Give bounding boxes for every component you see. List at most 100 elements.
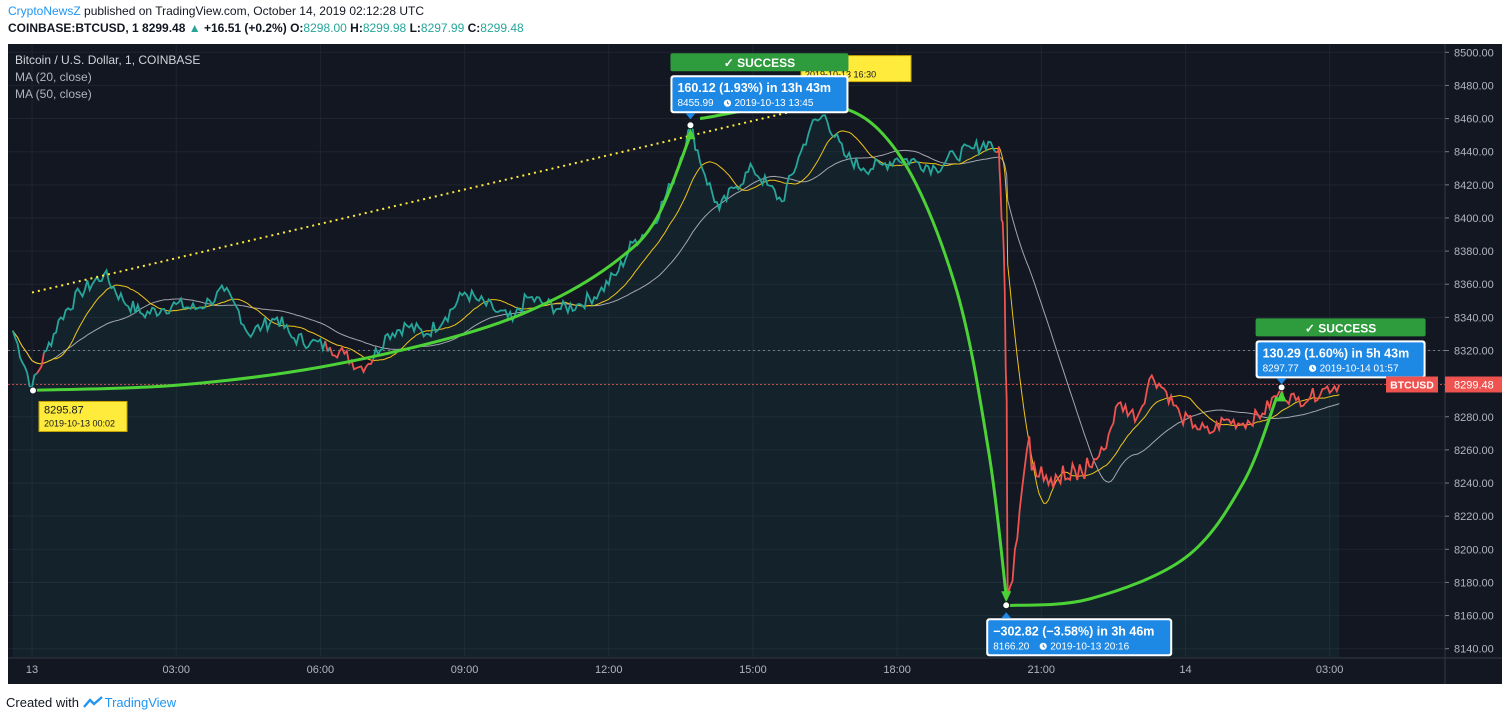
- measure-price: 8455.99: [677, 98, 714, 109]
- high-label: H:: [350, 21, 363, 35]
- y-tick-label: 8480.00: [1454, 80, 1494, 92]
- legend-title: Bitcoin / U.S. Dollar, 1, COINBASE: [15, 53, 200, 67]
- y-tick-label: 8420.00: [1454, 180, 1494, 192]
- y-tick-label: 8500.00: [1454, 47, 1494, 59]
- symbol-tag-label: BTCUSD: [1390, 379, 1434, 391]
- price-change: +16.51 (+0.2%): [204, 21, 287, 35]
- y-tick-label: 8400.00: [1454, 213, 1494, 225]
- measure-box: [672, 77, 847, 112]
- y-tick-label: 8360.00: [1454, 279, 1494, 291]
- projection-curve: [1006, 396, 1279, 608]
- measure-change: 160.12 (1.93%) in 13h 43m: [677, 81, 831, 95]
- measure-price: 8297.77: [1263, 363, 1300, 374]
- low-value: 8297.99: [420, 21, 465, 35]
- x-tick-label: 15:00: [739, 664, 767, 676]
- peak-marker-time: 2019-10-13 16:30: [805, 70, 876, 80]
- x-tick-label: 18:00: [883, 664, 911, 676]
- projection-curve: [31, 134, 692, 392]
- last-price: 8299.48: [142, 21, 186, 35]
- y-tick-label: 8440.00: [1454, 147, 1494, 159]
- close-value: 8299.48: [480, 21, 524, 35]
- price-axis-tag: [1445, 376, 1502, 393]
- success-badge: [670, 53, 849, 72]
- y-tick-label: 8320.00: [1454, 346, 1494, 358]
- price-chart[interactable]: 8140.00 8160.00 8180.00 8200.00 8220.00 8240.…: [0, 0, 1508, 690]
- arrowhead-up: [1276, 390, 1287, 402]
- tradingview-brand[interactable]: TradingView: [104, 695, 177, 710]
- symbol-label: COINBASE:BTCUSD, 1: [8, 21, 139, 35]
- high-value: 8299.98: [362, 21, 407, 35]
- y-tick-label: 8460.00: [1454, 114, 1494, 126]
- success-badge-label: ✓ SUCCESS: [1305, 321, 1376, 335]
- x-tick-label: 12:00: [595, 664, 623, 676]
- success-badge-label: ✓ SUCCESS: [724, 56, 795, 70]
- ma50-line: [12, 149, 1340, 483]
- clock-hands: [1312, 366, 1315, 370]
- price-line-segment: [11, 330, 38, 389]
- created-with-text: Created with: [6, 695, 79, 710]
- y-tick-label: 8160.00: [1454, 611, 1494, 623]
- measure-box: [988, 620, 1171, 655]
- arrowhead-down: [1001, 591, 1012, 603]
- x-tick-label: 14: [1179, 664, 1191, 676]
- x-tick-label: 21:00: [1028, 664, 1056, 676]
- measure-change: −302.82 (−3.58%) in 3h 46m: [993, 624, 1154, 638]
- arrowhead-up: [685, 128, 696, 140]
- open-value: 8298.00: [303, 21, 347, 35]
- y-tick-label: 8280.00: [1454, 412, 1494, 424]
- legend-ma50: MA (50, close): [15, 87, 92, 101]
- measure-price: 8166.20: [993, 641, 1030, 652]
- x-tick-label: 13: [26, 664, 38, 676]
- x-tick-label: 09:00: [451, 664, 479, 676]
- y-tick-label: 8140.00: [1454, 644, 1494, 656]
- measure-time: 2019-10-14 01:57: [1320, 363, 1399, 374]
- y-tick-label: 8260.00: [1454, 445, 1494, 457]
- measure-time: 2019-10-13 20:16: [1050, 641, 1129, 652]
- author-link[interactable]: CryptoNewsZ: [8, 4, 81, 18]
- measure-box-caret: [1001, 612, 1012, 619]
- price-line-segment: [324, 340, 329, 352]
- price-line-segment: [995, 146, 1341, 596]
- success-badge: [1255, 318, 1426, 337]
- measure-box-caret: [685, 113, 696, 120]
- close-label: C:: [467, 21, 481, 35]
- measure-time: 2019-10-13 13:45: [734, 98, 813, 109]
- marker-point: [686, 121, 695, 130]
- publish-date: published on TradingView.com, October 14…: [84, 4, 425, 18]
- start-marker-box: [38, 400, 128, 432]
- y-tick-label: 8380.00: [1454, 246, 1494, 258]
- symbol-ohlc-bar: COINBASE:BTCUSD, 1 8299.48 ▲ +16.51 (+0.…: [8, 21, 524, 35]
- y-tick-label: 8180.00: [1454, 577, 1494, 589]
- marker-point: [1277, 383, 1286, 392]
- price-line-segment: [43, 268, 327, 354]
- price-line-segment: [36, 352, 45, 375]
- price-area-fill: [12, 115, 1340, 657]
- measure-box-caret: [1276, 378, 1287, 385]
- legend-ma20: MA (20, close): [15, 70, 92, 84]
- y-tick-label: 8340.00: [1454, 312, 1494, 324]
- y-tick-label: 8220.00: [1454, 511, 1494, 523]
- marker-point: [28, 386, 37, 395]
- footer: Created with TradingView: [6, 695, 176, 710]
- symbol-tag: [1386, 376, 1438, 393]
- x-tick-label: 03:00: [162, 664, 190, 676]
- measure-change: 130.29 (1.60%) in 5h 43m: [1263, 346, 1410, 360]
- publish-info: CryptoNewsZ published on TradingView.com…: [8, 4, 424, 18]
- measure-box: [1257, 342, 1424, 377]
- ma20-line: [12, 130, 1340, 504]
- tradingview-logo-icon: [82, 696, 103, 708]
- start-marker-time: 2019-10-13 00:02: [44, 418, 115, 428]
- clock-hands: [726, 101, 730, 105]
- y-tick-label: 8240.00: [1454, 478, 1494, 490]
- price-axis-tag-label: 8299.48: [1454, 379, 1494, 391]
- marker-point: [1002, 601, 1011, 610]
- open-label: O:: [290, 21, 304, 35]
- clock-hands: [1042, 644, 1046, 648]
- y-tick-label: 8200.00: [1454, 544, 1494, 556]
- chart-background: [8, 44, 1502, 684]
- start-marker-price: 8295.87: [44, 404, 84, 416]
- up-arrow-icon: ▲: [188, 21, 201, 35]
- x-tick-label: 03:00: [1316, 664, 1344, 676]
- low-label: L:: [409, 21, 421, 35]
- x-tick-label: 06:00: [307, 664, 335, 676]
